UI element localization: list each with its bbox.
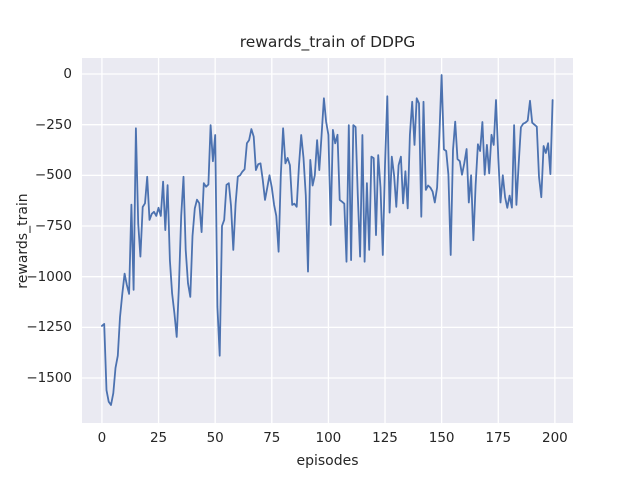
- x-tick-label: 125: [372, 430, 398, 446]
- y-tick-label: −500: [34, 167, 72, 184]
- x-tick-label: 200: [541, 430, 568, 446]
- y-tick-label: −1000: [26, 268, 72, 285]
- reward-line: [101, 74, 554, 406]
- x-tick-label: 50: [206, 430, 224, 446]
- x-tick-label: 25: [149, 430, 168, 446]
- y-tick-label: −750: [34, 218, 72, 234]
- y-tick-label: −1250: [26, 319, 72, 336]
- y-tick-label: 0: [63, 66, 72, 82]
- x-tick-label: 0: [97, 430, 107, 446]
- plot-background: [82, 58, 573, 423]
- y-tick-label: −250: [34, 116, 72, 133]
- x-tick-label: 75: [263, 430, 281, 446]
- x-tick-label: 150: [428, 430, 455, 446]
- chart-title: rewards_train of DDPG: [239, 33, 416, 51]
- x-tick-label: 175: [485, 430, 512, 446]
- x-axis-label: episodes: [296, 453, 359, 469]
- y-tick-label: −1500: [26, 370, 72, 386]
- x-tick-label: 100: [315, 430, 342, 446]
